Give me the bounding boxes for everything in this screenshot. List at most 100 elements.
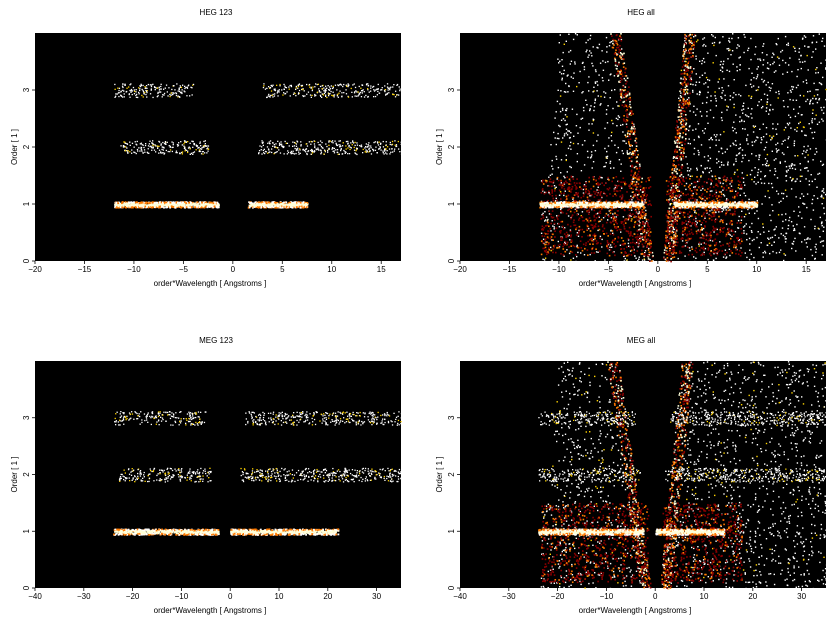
heatmap-cell <box>374 141 376 143</box>
heatmap-cell <box>791 70 793 73</box>
heatmap-cell <box>682 157 685 160</box>
heatmap-cell <box>815 68 817 71</box>
heatmap-cell <box>183 147 186 149</box>
heatmap-cell <box>567 91 569 93</box>
heatmap-cell <box>160 204 163 207</box>
heatmap-cell <box>766 153 769 156</box>
heatmap-cell <box>558 226 561 228</box>
heatmap-cell <box>178 96 181 98</box>
heatmap-cell <box>743 232 745 234</box>
heatmap-cell <box>361 146 363 148</box>
heatmap-cell <box>336 149 339 151</box>
heatmap-cell <box>123 145 125 147</box>
heatmap-cell <box>308 141 310 143</box>
heatmap-cell <box>189 203 191 206</box>
heatmap-cell <box>788 219 790 222</box>
heatmap-cell <box>154 86 156 88</box>
heatmap-cell <box>792 164 794 166</box>
heatmap-cell <box>337 84 339 86</box>
heatmap-cell <box>570 217 572 219</box>
heatmap-cell <box>631 199 633 201</box>
heatmap-cell <box>684 36 686 38</box>
heatmap-cell <box>379 143 382 145</box>
heatmap-cell <box>319 140 322 142</box>
heatmap-cell <box>819 236 821 238</box>
heatmap-cell <box>296 141 299 143</box>
heatmap-cell <box>782 192 785 195</box>
heatmap-cell <box>123 93 125 95</box>
heatmap-cell <box>708 196 711 199</box>
heatmap-cell <box>160 201 162 204</box>
heatmap-cell <box>822 245 824 247</box>
heatmap-cell <box>271 201 274 204</box>
heatmap-cell <box>382 146 385 148</box>
heatmap-cell <box>633 181 635 183</box>
heatmap-cell <box>544 220 546 222</box>
heatmap-cell <box>682 60 684 63</box>
heatmap-cell <box>760 182 763 184</box>
x-tick-label: −5 <box>179 265 189 274</box>
heatmap-cell <box>594 69 597 71</box>
heatmap-cell <box>331 94 333 96</box>
heatmap-cell <box>825 67 827 69</box>
heatmap-cell <box>806 206 808 209</box>
heatmap-cell <box>812 137 814 139</box>
heatmap-cell <box>125 203 127 206</box>
heatmap-cell <box>594 99 596 102</box>
heatmap-cell <box>621 75 624 77</box>
heatmap-cell <box>559 60 561 62</box>
heatmap-cell <box>134 206 137 208</box>
heatmap-cell <box>267 142 269 144</box>
heatmap-cell <box>191 206 193 208</box>
heatmap-cell <box>276 151 278 153</box>
heatmap-cell <box>688 126 691 128</box>
heatmap-cell <box>365 84 368 86</box>
heatmap-cell <box>370 147 372 149</box>
heatmap-cell <box>685 242 687 245</box>
heatmap-cell <box>276 203 279 205</box>
heatmap-cell <box>274 204 277 207</box>
heatmap-cell <box>383 153 385 155</box>
heatmap-cell <box>604 92 607 94</box>
heatmap-cell <box>280 141 282 143</box>
heatmap-cell <box>702 227 705 230</box>
heatmap-cell <box>570 215 573 218</box>
heatmap-cell <box>751 207 754 209</box>
heatmap-cell <box>738 215 740 218</box>
heatmap-cell <box>778 201 780 204</box>
heatmap-cell <box>365 149 367 151</box>
heatmap-cell <box>609 160 612 163</box>
heatmap-cell <box>762 81 765 83</box>
heatmap-cell <box>703 132 705 134</box>
heatmap-cell <box>380 149 382 151</box>
heatmap-cell <box>678 157 681 160</box>
heatmap-cell <box>345 93 348 95</box>
heatmap-cell <box>730 54 732 56</box>
heatmap-cell <box>682 103 684 105</box>
heatmap-cell <box>135 152 137 155</box>
heatmap-cell <box>724 94 726 97</box>
heatmap-cell <box>679 132 682 135</box>
heatmap-cell <box>121 201 124 203</box>
heatmap-cell <box>769 169 771 172</box>
heatmap-cell <box>753 77 755 79</box>
heatmap-cell <box>590 105 592 107</box>
heatmap-cell <box>392 93 394 96</box>
heatmap-cell <box>804 258 806 260</box>
heatmap-cell <box>619 81 622 83</box>
heatmap-cell <box>801 153 804 155</box>
heatmap-cell <box>740 247 742 249</box>
heatmap-cell <box>806 246 808 248</box>
heatmap-cell <box>616 43 619 46</box>
heatmap-cell <box>610 33 612 35</box>
heatmap-cell <box>307 150 310 152</box>
heatmap-cell <box>550 249 552 252</box>
heatmap-cell <box>299 201 302 204</box>
heatmap-cell <box>635 137 638 140</box>
heatmap-cell <box>321 141 323 144</box>
heatmap-cell <box>550 144 552 146</box>
heatmap-cell <box>680 92 682 94</box>
heatmap-cell <box>264 206 266 209</box>
heatmap-cell <box>613 75 616 77</box>
heatmap-cell <box>786 44 788 46</box>
